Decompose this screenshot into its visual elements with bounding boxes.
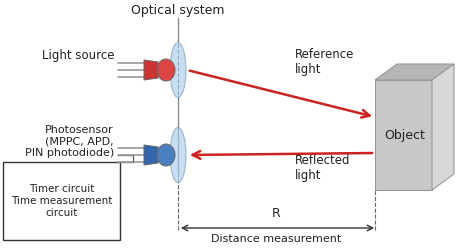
FancyBboxPatch shape — [3, 162, 120, 240]
Polygon shape — [375, 80, 432, 190]
Polygon shape — [375, 64, 454, 80]
Text: Reflected
light: Reflected light — [295, 154, 350, 182]
Polygon shape — [144, 60, 158, 80]
Ellipse shape — [170, 42, 186, 98]
Ellipse shape — [170, 128, 186, 182]
Text: Optical system: Optical system — [131, 4, 225, 17]
Text: R: R — [272, 207, 281, 220]
Text: Object: Object — [384, 128, 425, 141]
Text: Reference
light: Reference light — [295, 48, 354, 76]
Ellipse shape — [157, 59, 175, 81]
Ellipse shape — [157, 144, 175, 166]
Text: Distance measurement: Distance measurement — [211, 234, 341, 244]
Polygon shape — [144, 145, 158, 165]
Text: Timer circuit
Time measurement
circuit: Timer circuit Time measurement circuit — [11, 184, 112, 218]
Polygon shape — [432, 64, 454, 190]
Text: Light source: Light source — [41, 49, 114, 62]
Text: Photosensor
(MPPC, APD,
PIN photodiode): Photosensor (MPPC, APD, PIN photodiode) — [25, 125, 114, 158]
